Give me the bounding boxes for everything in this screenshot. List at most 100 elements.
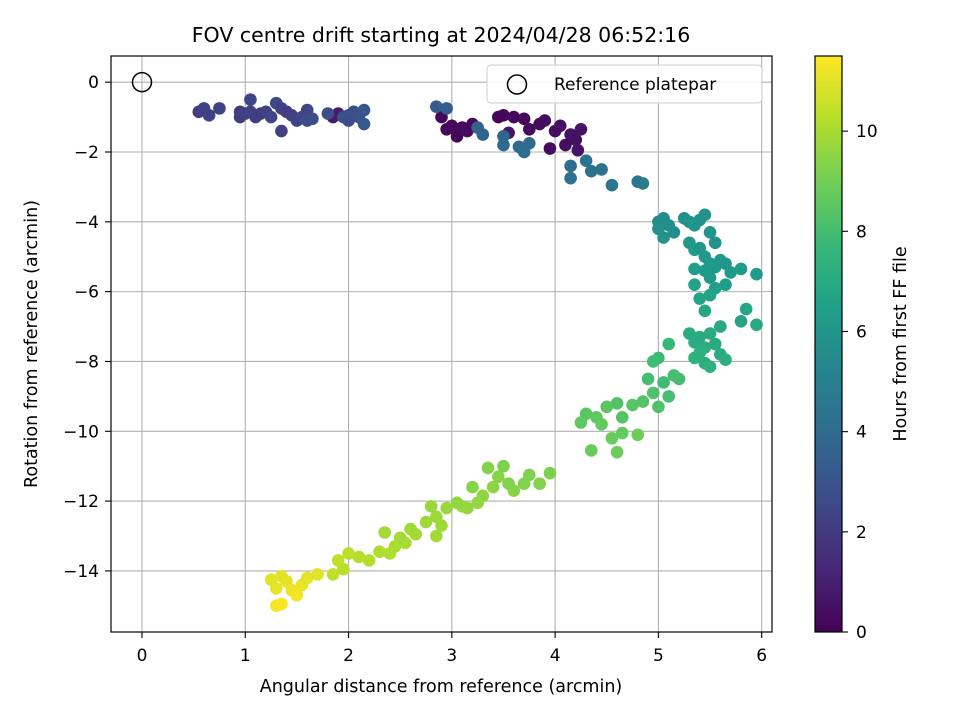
y-axis-label: Rotation from reference (arcmin) bbox=[22, 200, 42, 488]
data-point bbox=[584, 444, 598, 457]
data-point bbox=[584, 164, 598, 178]
colorbar-tick-label: 4 bbox=[856, 423, 867, 443]
data-point bbox=[652, 400, 665, 414]
data-point bbox=[636, 177, 650, 190]
data-point bbox=[264, 573, 278, 586]
data-point bbox=[404, 522, 417, 536]
y-tick-label: −12 bbox=[63, 492, 99, 512]
data-point bbox=[311, 568, 324, 581]
data-point bbox=[569, 133, 583, 147]
data-point bbox=[383, 547, 397, 560]
legend-entry-label: Reference platepar bbox=[554, 75, 716, 95]
data-point bbox=[703, 327, 717, 340]
data-point bbox=[497, 459, 510, 473]
data-point bbox=[269, 599, 283, 613]
data-point bbox=[522, 123, 536, 136]
colorbar-frame bbox=[814, 55, 843, 633]
colorbar-tick-label: 0 bbox=[856, 623, 867, 643]
data-point bbox=[636, 395, 650, 408]
data-point bbox=[543, 142, 557, 155]
data-point bbox=[719, 278, 732, 291]
data-point bbox=[698, 304, 712, 318]
data-point bbox=[321, 107, 335, 120]
data-point bbox=[543, 466, 557, 480]
data-point bbox=[419, 515, 433, 529]
data-point bbox=[430, 100, 443, 113]
reference-point-marker bbox=[131, 71, 153, 93]
data-point bbox=[517, 112, 531, 126]
data-point bbox=[357, 117, 371, 131]
data-point bbox=[724, 266, 737, 279]
legend-marker-icon bbox=[506, 74, 528, 95]
data-point bbox=[492, 470, 505, 483]
data-point bbox=[672, 372, 686, 386]
data-point bbox=[507, 110, 521, 124]
legend-box bbox=[486, 64, 763, 104]
data-point bbox=[440, 102, 453, 115]
data-point bbox=[610, 397, 624, 410]
data-point bbox=[657, 231, 670, 244]
data-point bbox=[739, 302, 753, 316]
data-point bbox=[595, 417, 608, 431]
data-point bbox=[538, 114, 552, 127]
data-point bbox=[564, 159, 577, 173]
data-point bbox=[471, 496, 484, 510]
data-point bbox=[734, 262, 748, 276]
data-point bbox=[708, 337, 722, 351]
x-tick-label: 3 bbox=[446, 646, 457, 666]
data-point bbox=[688, 278, 701, 291]
data-point bbox=[646, 386, 660, 400]
data-point bbox=[750, 267, 763, 281]
y-tick-label: 0 bbox=[88, 73, 99, 93]
data-point bbox=[703, 225, 717, 239]
data-point bbox=[595, 163, 608, 176]
data-point bbox=[605, 431, 619, 445]
x-tick-label: 5 bbox=[653, 646, 664, 666]
data-point bbox=[378, 526, 391, 539]
data-point bbox=[445, 119, 459, 133]
x-tick-label: 6 bbox=[756, 646, 767, 666]
data-point bbox=[719, 353, 732, 367]
colorbar-tick-label: 8 bbox=[856, 222, 867, 242]
data-point bbox=[244, 93, 257, 106]
y-tick-label: −10 bbox=[63, 422, 99, 442]
data-point bbox=[574, 123, 588, 136]
y-tick-label: −14 bbox=[63, 562, 99, 582]
x-axis-label: Angular distance from reference (arcmin) bbox=[260, 677, 623, 697]
data-point bbox=[615, 426, 629, 440]
data-point bbox=[734, 315, 748, 328]
data-point bbox=[662, 337, 676, 351]
data-point bbox=[300, 571, 314, 585]
data-point bbox=[693, 346, 707, 360]
data-point bbox=[466, 480, 479, 494]
data-point bbox=[703, 271, 717, 284]
data-point bbox=[481, 461, 495, 475]
data-point bbox=[579, 154, 593, 168]
data-point bbox=[306, 112, 319, 126]
data-point bbox=[610, 445, 624, 459]
data-point bbox=[430, 529, 443, 543]
data-point bbox=[693, 292, 707, 305]
x-tick-label: 2 bbox=[343, 646, 354, 666]
data-point bbox=[646, 355, 660, 368]
data-point bbox=[605, 178, 619, 192]
reference-marker bbox=[131, 71, 153, 93]
colorbar-tick-label: 10 bbox=[856, 122, 878, 142]
data-point bbox=[497, 138, 510, 152]
x-axis-ticks: 0 1 2 3 4 5 6 bbox=[137, 632, 767, 666]
data-point bbox=[275, 124, 288, 138]
data-point bbox=[564, 171, 577, 185]
data-point bbox=[497, 129, 510, 143]
data-point bbox=[688, 262, 701, 276]
data-point bbox=[435, 519, 448, 532]
data-point bbox=[440, 501, 453, 515]
data-point bbox=[362, 554, 376, 567]
data-point bbox=[326, 568, 340, 581]
x-tick-label: 1 bbox=[240, 646, 251, 666]
data-point bbox=[202, 109, 216, 122]
data-point bbox=[626, 398, 639, 412]
data-point bbox=[486, 480, 500, 494]
data-point bbox=[574, 416, 588, 429]
